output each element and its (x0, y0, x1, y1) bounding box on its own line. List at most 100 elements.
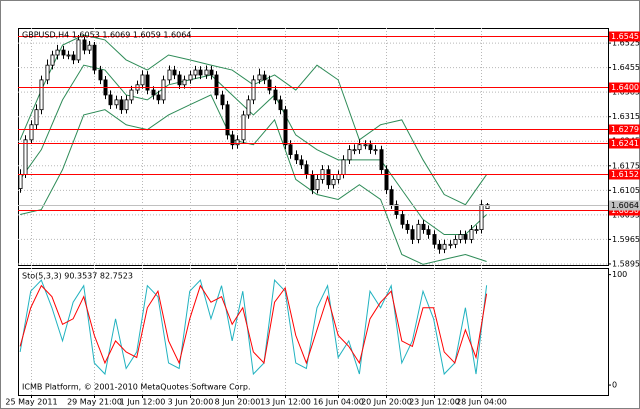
candle-body (39, 79, 44, 111)
oscillator-panel (18, 268, 609, 396)
candle-body (437, 243, 442, 250)
level-label-box (609, 138, 640, 149)
candle-body (129, 89, 134, 101)
candle-body (283, 109, 288, 146)
candle-body (384, 169, 389, 191)
candle-body (442, 243, 447, 250)
candle-body (76, 39, 81, 61)
candle-body (294, 154, 299, 161)
candle-body (18, 174, 23, 189)
y-tick-label: 100 (612, 270, 627, 279)
candle-body (172, 69, 177, 76)
candle-body (326, 169, 331, 186)
candle-body (267, 79, 272, 91)
candle-body (315, 179, 320, 191)
candle-body (156, 94, 161, 101)
level-label-box (609, 82, 640, 93)
x-tick-label: 28 Jun 04:00 (456, 398, 507, 407)
candle-body (463, 234, 468, 240)
candle-body (209, 69, 214, 76)
candle-body (34, 109, 39, 126)
candle-body (230, 134, 235, 146)
candle-body (400, 214, 405, 225)
candle-body (421, 223, 426, 230)
candle-body (363, 144, 368, 147)
chart-title: GBPUSD,H4 1.6053 1.6069 1.6059 1.6064 (22, 31, 191, 40)
candle-body (225, 104, 230, 136)
candle-body (92, 44, 97, 71)
band-line (19, 64, 487, 235)
candle-body (66, 54, 71, 57)
candle-body (432, 234, 437, 245)
candle-body (405, 223, 410, 230)
copyright: ICMB Platform, © 2001-2010 MetaQuotes So… (22, 383, 251, 392)
x-tick-label: 3 Jun 20:00 (168, 398, 214, 407)
candle-body (151, 89, 156, 96)
x-tick-label: 23 Jun 12:00 (409, 398, 460, 407)
candle-body (87, 44, 92, 51)
candle-body (416, 223, 421, 240)
level-label-box (609, 124, 640, 135)
candle-body (140, 74, 145, 86)
y-tick-label: 1.6175 (612, 161, 640, 170)
level-label-box (609, 169, 640, 180)
x-tick-label: 29 May 21:00 (67, 398, 122, 407)
y-tick-label: 1.5965 (612, 235, 640, 244)
candle-body (235, 139, 240, 146)
candle-body (448, 243, 453, 246)
candle-body (278, 99, 283, 111)
candle-body (458, 234, 463, 240)
candle-body (347, 149, 352, 161)
candle-body (98, 69, 103, 81)
x-tick-label: 25 May 2011 (5, 398, 57, 407)
candle-body (50, 54, 55, 66)
candle-body (310, 174, 315, 191)
y-tick-label: 1.5895 (612, 259, 640, 268)
candle-body (479, 204, 484, 230)
y-tick-label: 1.6525 (612, 39, 640, 48)
candle-body (410, 229, 415, 240)
y-tick-label: 0 (612, 381, 617, 390)
candle-body (161, 79, 166, 101)
candle-body (299, 159, 304, 166)
level-label: 1.6152 (611, 170, 639, 179)
last-price-label: 1.6064 (611, 201, 639, 210)
x-tick-label: 1 Jun 12:00 (120, 398, 166, 407)
candle-body (331, 179, 336, 186)
y-tick-label: 1.6455 (612, 63, 640, 72)
candle-body (352, 149, 357, 152)
candle-body (474, 229, 479, 231)
candle-body (485, 204, 490, 209)
candle-body (82, 39, 87, 51)
y-tick-label: 1.6315 (612, 112, 640, 121)
last-price-box (609, 200, 640, 211)
plot-layer: 1.65251.64551.63851.63151.62451.61751.61… (5, 28, 640, 407)
candle-body (108, 94, 113, 106)
level-label: 1.6545 (611, 32, 639, 41)
candle-body (257, 74, 262, 81)
level-label: 1.6241 (611, 139, 639, 148)
oscillator-line (19, 284, 488, 365)
candle-body (71, 54, 76, 61)
candle-body (262, 74, 267, 81)
candle-body (29, 124, 34, 141)
candle-body (379, 149, 384, 171)
candle-body (220, 94, 225, 106)
oscillator-title: Sto(5,3,3) 90.3537 82.7523 (22, 272, 133, 281)
band-line (20, 94, 487, 265)
x-tick-label: 16 Jun 04:00 (313, 398, 364, 407)
candle-body (341, 159, 346, 175)
candle-body (124, 99, 129, 111)
x-tick-label: 8 Jun 20:00 (215, 398, 261, 407)
candle-body (119, 99, 124, 111)
candle-body (145, 74, 150, 91)
candle-body (357, 144, 362, 151)
candle-body (55, 49, 60, 56)
candle-body (273, 89, 278, 101)
candle-body (198, 69, 203, 76)
level-label: 1.6279 (611, 125, 639, 134)
candle-body (288, 144, 293, 155)
y-tick-label: 1.6105 (612, 186, 640, 195)
level-label: 1.6400 (611, 83, 639, 92)
